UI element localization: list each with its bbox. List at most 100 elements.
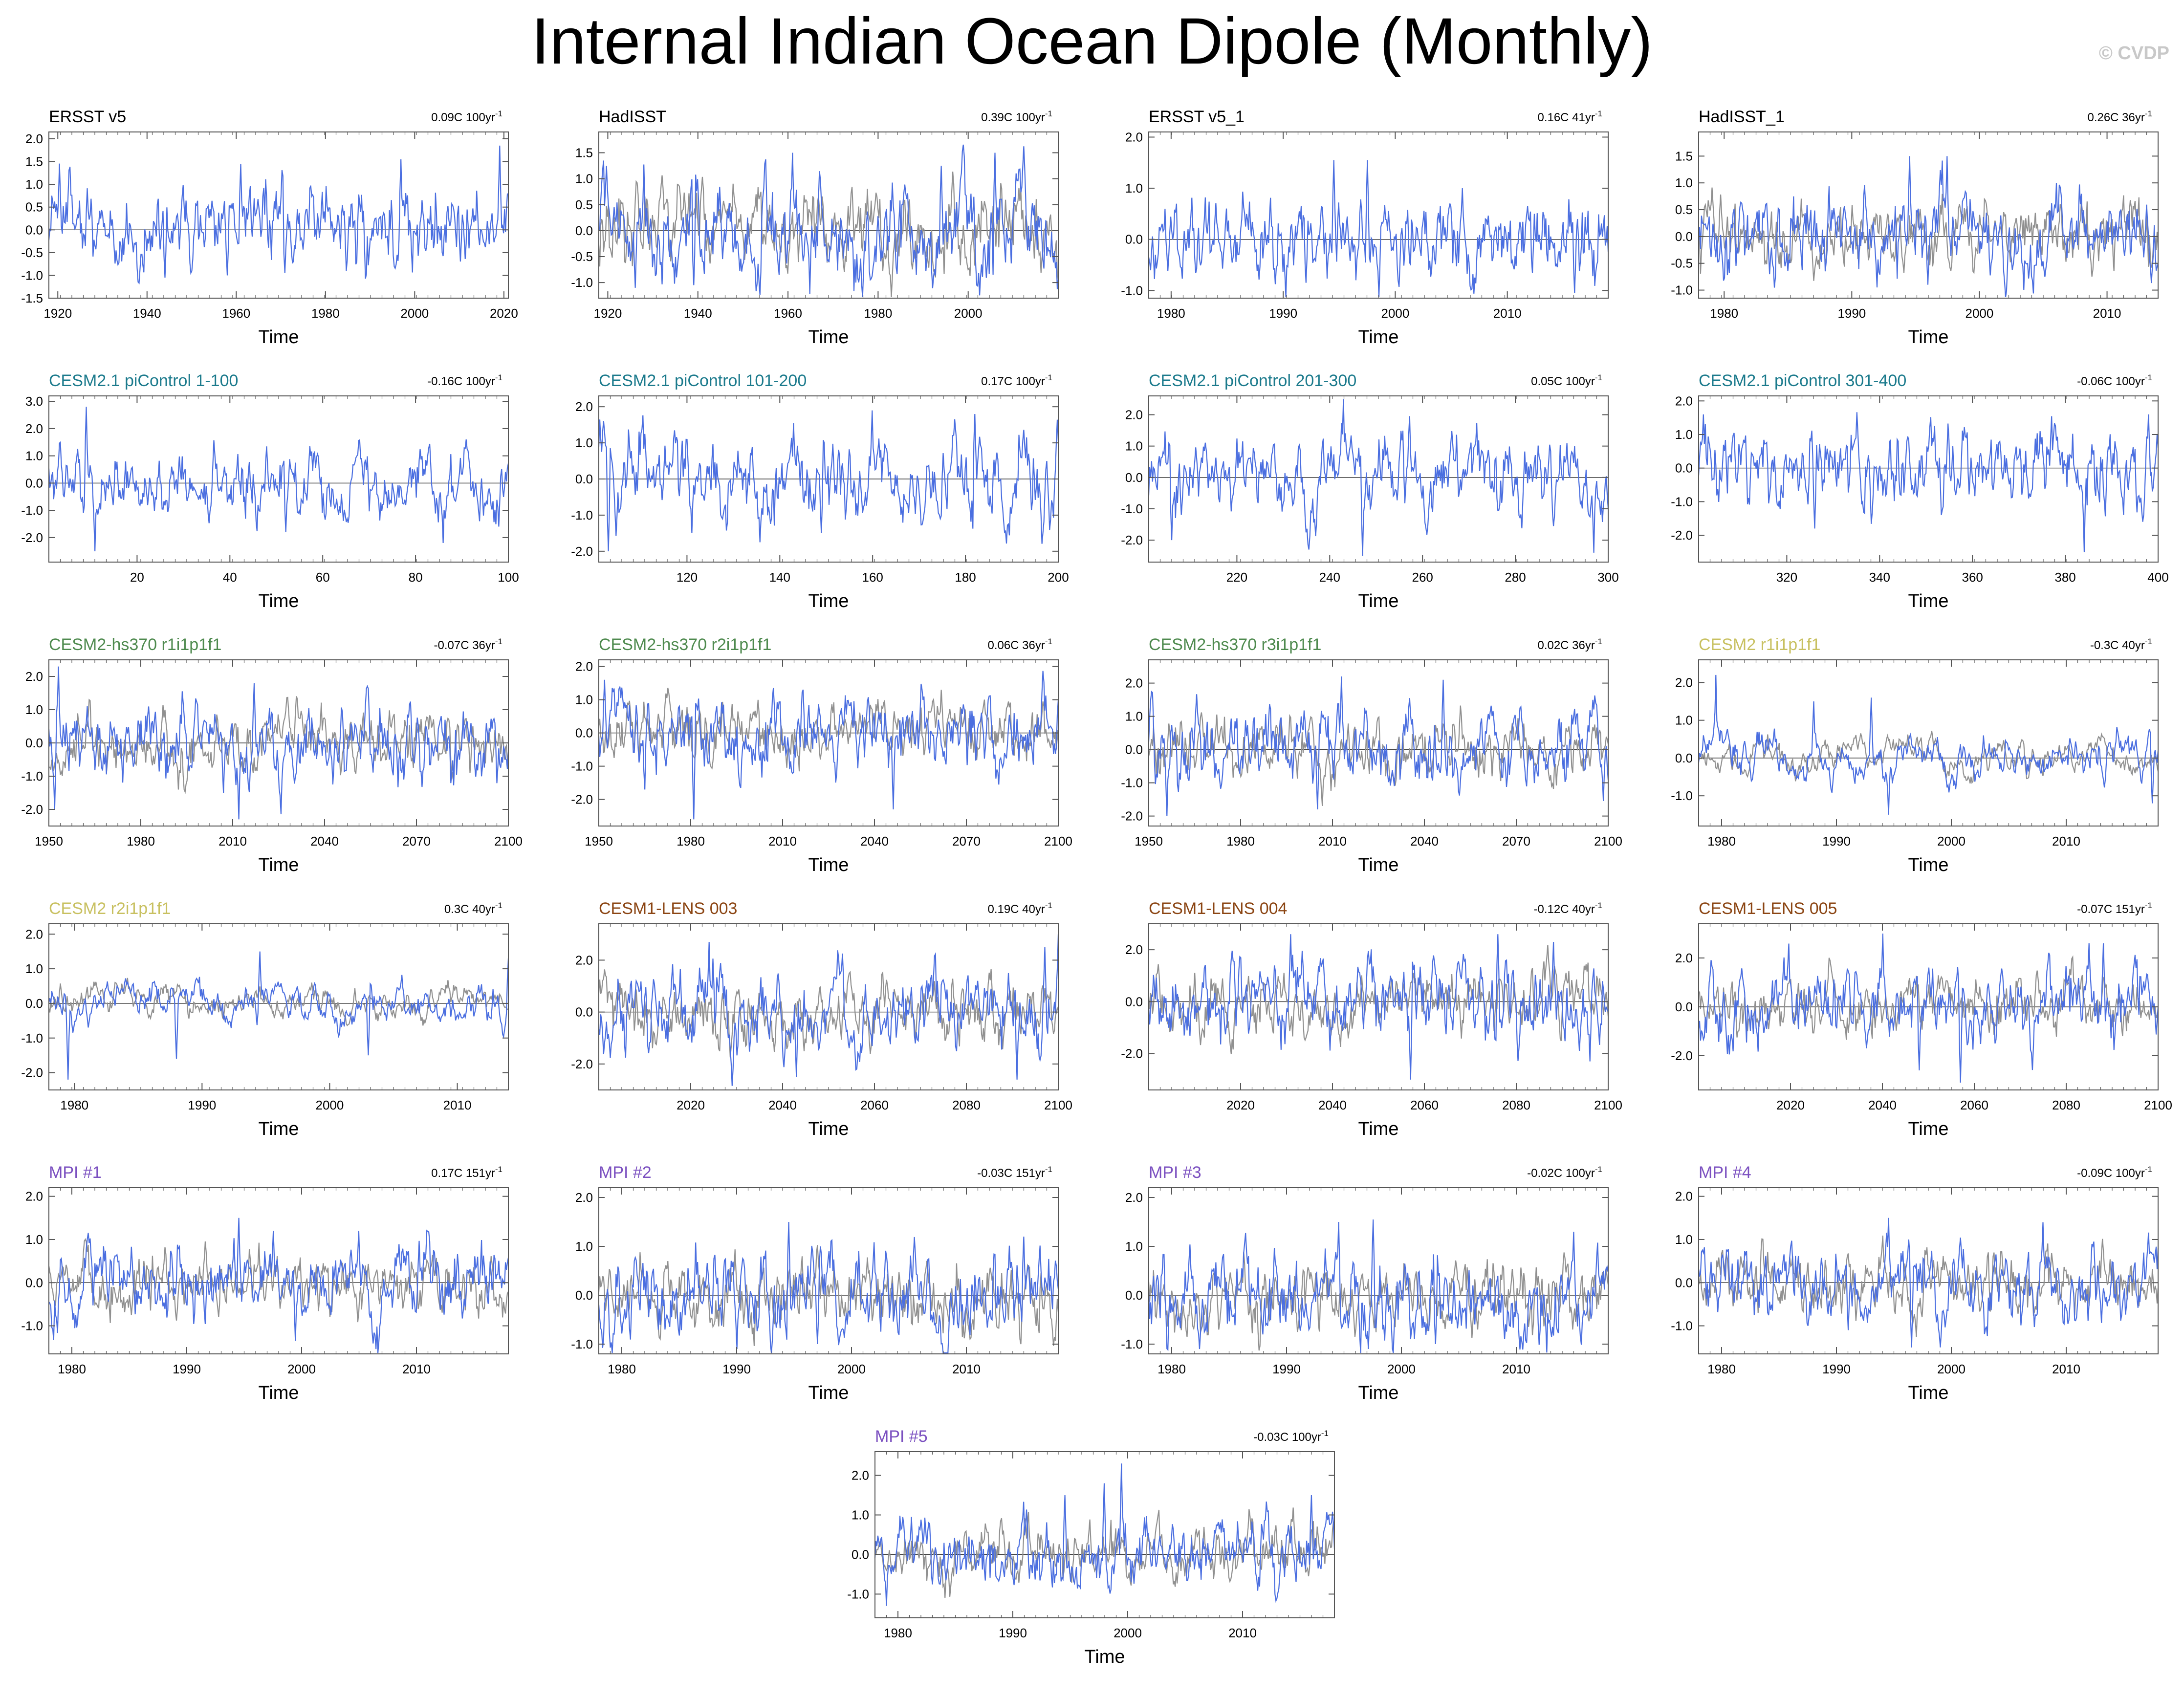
chart-svg: CESM2.1 piControl 201-300 0.05C 100yr-1 -2…	[1121, 371, 1619, 611]
chart-svg: MPI #1 0.17C 151yr-1 -1.0 0.0 1.0 2.0 1980 1990…	[21, 1163, 509, 1403]
x-axis-label: Time	[1358, 591, 1398, 611]
chart-svg: CESM2 r2i1p1f1 0.3C 40yr-1 -2.0 -1.0 0.0 1.0 2…	[21, 899, 509, 1139]
x-tick-label: 2010	[952, 1362, 981, 1376]
y-tick-label: -1.0	[1121, 776, 1143, 790]
trend-exponent: -1	[1045, 1165, 1052, 1174]
x-tick-label: 1980	[58, 1362, 86, 1376]
trend-exponent: -1	[2145, 901, 2152, 910]
chart-svg: HadISST 0.39C 100yr-1 -1.0 -0.5 0.0 0.5 1.0 1.5…	[571, 108, 1059, 348]
x-axis-label: Time	[1358, 1383, 1398, 1403]
chart-svg: CESM2 r1i1p1f1 -0.3C 40yr-1 -1.0 0.0 1.0 2.0 1…	[1671, 635, 2159, 875]
x-tick-label: 1990	[722, 1362, 751, 1376]
trend-exponent: -1	[1045, 637, 1052, 646]
y-tick-label: 2.0	[575, 399, 593, 414]
y-tick-label: 0.0	[1675, 229, 1693, 244]
x-tick-label: 1940	[684, 306, 712, 321]
trend-label: 0.17C 100yr-1	[981, 373, 1052, 388]
x-tick-label: 2010	[1228, 1626, 1257, 1640]
x-tick-label: 1980	[1158, 1362, 1186, 1376]
y-tick-label: 2.0	[575, 1190, 593, 1205]
y-tick-label: 2.0	[1675, 675, 1693, 690]
y-tick-label: 2.0	[25, 669, 43, 684]
trend-label: 0.09C 100yr-1	[431, 109, 502, 124]
y-tick-label: 0.0	[575, 1005, 593, 1020]
x-axis-label: Time	[258, 327, 299, 348]
panel-title: CESM2 r1i1p1f1	[1699, 635, 1820, 654]
y-tick-label: 2.0	[25, 421, 43, 436]
y-tick-label: -2.0	[1121, 809, 1143, 824]
chart-panel: CESM2-hs370 r1i1p1f1 -0.07C 36yr-1 -2.0 -1.…	[0, 628, 523, 882]
y-tick-label: 0.0	[25, 1275, 43, 1290]
x-axis-label: Time	[808, 327, 849, 348]
x-tick-label: 2070	[402, 834, 431, 848]
x-tick-label: 1980	[1710, 306, 1738, 321]
y-tick-label: 1.0	[852, 1508, 869, 1523]
x-tick-label: 2040	[860, 834, 889, 848]
copyright-notice: © CVDP	[2098, 43, 2169, 64]
y-tick-label: 1.5	[575, 146, 593, 160]
chart-svg: CESM1-LENS 003 0.19C 40yr-1 -2.0 0.0 2.0 2020…	[571, 899, 1072, 1139]
panel-title: CESM2.1 piControl 101-200	[599, 371, 807, 390]
y-tick-label: 0.0	[852, 1547, 869, 1562]
y-tick-label: 2.0	[1125, 676, 1143, 691]
y-tick-label: 0.0	[1125, 232, 1143, 247]
model-series-line	[48, 666, 509, 820]
trend-exponent: -1	[495, 373, 502, 382]
model-series-line	[1698, 156, 2159, 297]
y-tick-label: 0.0	[25, 222, 43, 237]
trend-exponent: -1	[495, 901, 502, 910]
y-tick-label: -2.0	[1671, 528, 1693, 543]
chart-panel: HadISST_1 0.26C 36yr-1 -1.0 -0.5 0.0 0.5 1.0 1.…	[1650, 100, 2159, 354]
x-tick-label: 2000	[1937, 1362, 1966, 1376]
x-tick-label: 2020	[1226, 1098, 1255, 1112]
x-tick-label: 2000	[316, 1098, 344, 1112]
panel-title: HadISST_1	[1699, 108, 1785, 126]
x-tick-label: 2100	[2144, 1098, 2172, 1112]
trend-label: -0.03C 100yr-1	[1253, 1429, 1329, 1444]
y-tick-label: 2.0	[575, 953, 593, 967]
model-series-line	[48, 1218, 509, 1353]
x-tick-label: 1990	[173, 1362, 201, 1376]
x-axis-label: Time	[1358, 855, 1398, 875]
x-tick-label: 2000	[837, 1362, 866, 1376]
x-tick-label: 320	[1776, 570, 1797, 585]
trend-exponent: -1	[2145, 637, 2152, 646]
x-tick-label: 2010	[1493, 306, 1522, 321]
observed-series-line	[598, 969, 1059, 1058]
x-tick-label: 1980	[884, 1626, 912, 1640]
x-tick-label: 1980	[1226, 834, 1255, 848]
y-tick-label: 0.0	[25, 476, 43, 490]
trend-label: -0.07C 36yr-1	[434, 637, 502, 652]
chart-svg: MPI #4 -0.09C 100yr-1 -1.0 0.0 1.0 2.0 1980 199…	[1671, 1163, 2159, 1403]
x-tick-label: 2100	[1044, 834, 1072, 848]
y-tick-label: 2.0	[1675, 1189, 1693, 1204]
x-tick-label: 240	[1319, 570, 1340, 585]
y-tick-label: -0.5	[571, 249, 593, 264]
plot-frame	[1698, 1187, 2159, 1354]
x-tick-label: 340	[1869, 570, 1890, 585]
y-tick-label: 0.0	[25, 996, 43, 1011]
panel-title: CESM1-LENS 003	[599, 899, 737, 918]
x-tick-label: 2000	[1937, 834, 1966, 848]
x-tick-label: 1990	[1269, 306, 1297, 321]
x-tick-label: 180	[955, 570, 976, 585]
y-tick-label: -1.0	[1671, 494, 1693, 509]
x-axis-label: Time	[808, 1119, 849, 1139]
y-tick-label: 2.0	[852, 1468, 869, 1483]
y-tick-label: -2.0	[21, 530, 43, 545]
trend-label: 0.26C 36yr-1	[2087, 109, 2152, 124]
x-tick-label: 2000	[954, 306, 983, 321]
x-axis-label: Time	[1358, 1119, 1398, 1139]
model-series-line	[598, 671, 1059, 820]
x-tick-label: 2000	[1381, 306, 1409, 321]
x-tick-label: 1960	[222, 306, 250, 321]
y-tick-label: 0.0	[25, 736, 43, 750]
y-tick-label: -0.5	[21, 245, 43, 260]
y-tick-label: -2.0	[571, 792, 593, 807]
observed-series-line	[1698, 731, 2159, 784]
y-tick-label: -1.0	[1671, 788, 1693, 803]
panel-title: CESM1-LENS 005	[1699, 899, 1837, 918]
chart-svg: MPI #3 -0.02C 100yr-1 -1.0 0.0 1.0 2.0 1980 199…	[1121, 1163, 1609, 1403]
trend-label: 0.02C 36yr-1	[1537, 637, 1602, 652]
y-tick-label: 1.0	[1675, 427, 1693, 442]
